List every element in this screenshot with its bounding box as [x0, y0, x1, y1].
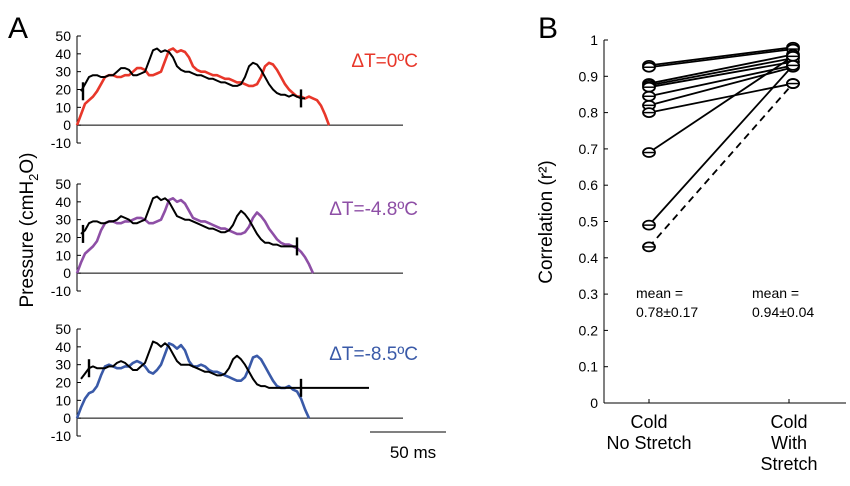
y-tick-label: 40 [55, 339, 71, 355]
mean-value: 0.94±0.04 [752, 304, 814, 320]
y-tick-label: -10 [51, 135, 71, 151]
y-tick-label: 0.4 [579, 250, 599, 266]
y-tick-label: 40 [55, 46, 71, 62]
trace-black [80, 195, 297, 248]
y-tick-label: 0 [63, 265, 71, 281]
x-category-label: With [771, 433, 807, 453]
y-tick-label: 30 [55, 357, 71, 373]
pair-line [648, 60, 794, 89]
pair-line [648, 64, 794, 98]
time-scale-label: 50 ms [390, 443, 436, 462]
mean-value: 0.78±0.17 [636, 304, 698, 320]
y-tick-label: 0.3 [579, 286, 599, 302]
x-category-label: No Stretch [606, 433, 691, 453]
y-tick-label: 30 [55, 212, 71, 228]
trace-black [80, 340, 369, 389]
y-tick-label: 50 [55, 28, 71, 44]
y-tick-label: -10 [51, 428, 71, 444]
mean-label: mean = [636, 285, 683, 301]
y-tick-label: 20 [55, 375, 71, 391]
trace-label: ΔT=-8.5ºC [329, 344, 418, 365]
y-tick-label: 30 [55, 64, 71, 80]
trace-label: ΔT=-4.8ºC [329, 199, 418, 220]
trace-colored [75, 47, 331, 126]
panel-b-ylabel: Correlation (r²) [536, 160, 557, 284]
y-tick-label: 20 [55, 230, 71, 246]
x-category-label: Cold [770, 412, 807, 432]
pair-line [648, 64, 794, 226]
trace-label: ΔT=0ºC [351, 51, 418, 72]
pair-line [648, 82, 794, 114]
y-tick-label: 0.1 [579, 359, 599, 375]
trace-colored [75, 197, 315, 274]
pair-line [648, 82, 794, 248]
y-tick-label: 10 [55, 392, 71, 408]
pair-line [648, 66, 794, 107]
y-tick-label: 0.9 [579, 68, 599, 84]
y-tick-label: 0.7 [579, 141, 599, 157]
y-tick-label: 0.6 [579, 177, 599, 193]
panel-b-plot: 0 0.1 0.2 0.3 0.4 0.5 0.6 0.7 0.8 0.9 1 Correlation… [536, 32, 846, 474]
panel-a-ylabel: Pressure (cmH2O) [17, 152, 41, 307]
y-tick-label: 0 [590, 395, 598, 411]
panel-a-label: A [8, 12, 28, 45]
pair-line [648, 55, 794, 154]
trace-black [80, 47, 305, 100]
y-tick-label: 40 [55, 194, 71, 210]
x-category-label: Cold [630, 412, 667, 432]
pair-line [648, 53, 794, 85]
mean-label: mean = [752, 285, 799, 301]
y-tick-label: 0 [63, 410, 71, 426]
y-tick-label: -10 [51, 283, 71, 299]
pair-line [648, 48, 794, 69]
y-tick-label: 50 [55, 321, 71, 337]
y-tick-label: 0.8 [579, 105, 599, 121]
y-tick-label: 20 [55, 82, 71, 98]
y-tick-label: 10 [55, 99, 71, 115]
y-tick-label: 0 [63, 117, 71, 133]
pair-line [648, 57, 794, 87]
y-tick-label: 10 [55, 247, 71, 263]
y-tick-label: 1 [590, 32, 598, 48]
y-tick-label: 50 [55, 176, 71, 192]
trace-colored [75, 341, 311, 419]
panel-b-label: B [538, 12, 558, 45]
x-category-label: Stretch [760, 454, 817, 474]
y-tick-label: 0.2 [579, 322, 599, 338]
pair-line [648, 46, 794, 67]
y-tick-label: 0.5 [579, 214, 599, 230]
